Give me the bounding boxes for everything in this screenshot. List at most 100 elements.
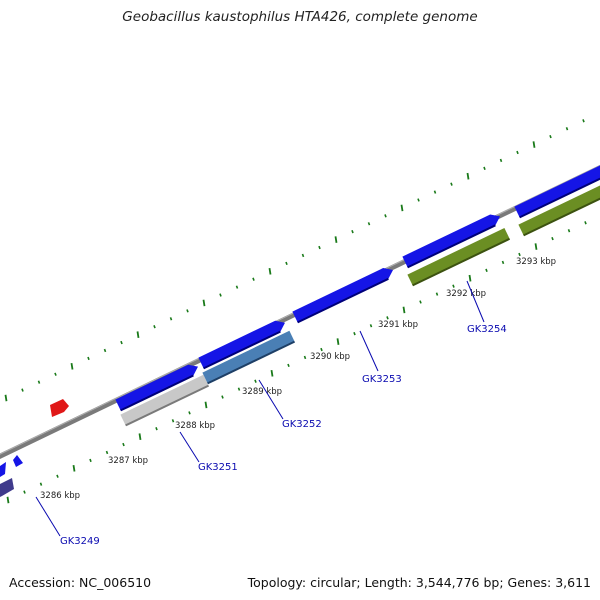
inner-tick	[270, 369, 274, 377]
outer-tick	[582, 119, 585, 123]
map-title: Geobacillus kaustophilus HTA426, complet…	[122, 9, 478, 25]
leader-line-gk3249	[35, 496, 61, 537]
outer-tick	[219, 293, 222, 297]
inner-tick	[584, 221, 587, 225]
scale-label: 3293 kbp	[516, 257, 556, 267]
inner-tick	[155, 427, 158, 431]
inner-tick	[237, 387, 241, 391]
inner-tick	[303, 355, 307, 360]
inner-tick	[188, 411, 191, 415]
inner-tick	[567, 229, 571, 233]
inner-tick	[72, 464, 76, 472]
inner-tick	[204, 401, 208, 409]
inner-tick	[419, 300, 422, 304]
forward-gene-arrow[interactable]	[402, 214, 500, 268]
red-feature[interactable]	[50, 399, 69, 417]
cog-olive-gene-edge	[412, 237, 511, 287]
inner-tick	[254, 379, 257, 383]
gene-label-gk3251[interactable]: GK3251	[198, 462, 238, 473]
forward-gene-arrow-edge	[120, 374, 194, 412]
cog-gray-gene[interactable]	[120, 374, 209, 426]
leader-line-gk3252	[258, 379, 284, 420]
outer-tick	[334, 236, 338, 243]
inner-tick	[287, 363, 290, 368]
inner-tick	[221, 395, 224, 399]
inner-tick	[105, 450, 109, 455]
outer-tick	[532, 141, 536, 148]
leader-line-gk3253	[359, 330, 379, 372]
inner-tick	[468, 274, 472, 282]
inner-tick	[56, 474, 59, 478]
cog-olive-gene[interactable]	[407, 228, 510, 286]
cog-blue-gene[interactable]	[202, 330, 295, 384]
gene-label-gk3253[interactable]: GK3253	[362, 374, 402, 385]
left-gene-fragment[interactable]	[0, 462, 6, 477]
outer-tick	[565, 127, 569, 131]
inner-tick	[353, 332, 356, 336]
inner-tick	[534, 243, 538, 250]
forward-gene-arrow-edge	[519, 177, 600, 219]
outer-tick	[153, 325, 156, 329]
left-gene-arrow[interactable]	[13, 455, 23, 467]
scale-label: 3289 kbp	[242, 387, 282, 397]
inner-tick	[6, 496, 10, 504]
left-purple-gene[interactable]	[0, 478, 14, 497]
inner-tick-track	[6, 221, 587, 504]
inner-tick	[171, 419, 175, 423]
outer-tick	[549, 134, 552, 139]
forward-gene-arrow[interactable]	[198, 320, 285, 369]
outer-tick	[417, 198, 420, 202]
leader-line-gk3254	[466, 280, 485, 323]
outer-tick	[318, 245, 321, 250]
scale-label: 3290 kbp	[310, 352, 350, 362]
outer-tick	[87, 356, 90, 361]
inner-tick	[138, 433, 142, 440]
gene-label-gk3249[interactable]: GK3249	[60, 536, 100, 547]
scale-label: 3288 kbp	[175, 421, 215, 431]
inner-tick	[386, 316, 389, 320]
inner-tick	[435, 292, 439, 296]
inner-tick	[122, 442, 125, 447]
cog-blue-gene-edge	[207, 340, 296, 385]
forward-gene-arrow[interactable]	[115, 364, 198, 411]
outer-tick	[21, 388, 24, 392]
gene-label-gk3252[interactable]: GK3252	[282, 419, 322, 430]
outer-tick	[301, 253, 305, 258]
scale-labels: 3286 kbp 3287 kbp 3288 kbp 3289 kbp 3290…	[40, 257, 556, 501]
inner-tick	[336, 338, 340, 345]
outer-tick	[499, 158, 503, 163]
inner-tick	[39, 482, 43, 486]
outer-tick	[235, 285, 239, 289]
outer-tick	[54, 372, 57, 376]
scale-label: 3292 kbp	[446, 289, 486, 299]
gene-label-gk3254[interactable]: GK3254	[467, 324, 507, 335]
forward-gene-arrow-edge	[203, 330, 281, 370]
outer-tick	[367, 222, 371, 226]
inner-tick	[320, 347, 323, 352]
outer-tick	[351, 230, 354, 234]
inner-tick	[485, 268, 488, 272]
outer-tick	[384, 214, 387, 218]
gene-labels: GK3249 GK3251 GK3252 GK3253 GK3254	[60, 324, 507, 547]
forward-gene-arrow[interactable]	[292, 268, 393, 323]
gene-label-leaders	[35, 280, 485, 537]
outer-tick	[252, 277, 255, 281]
outer-tick	[103, 348, 107, 353]
cog-genes	[120, 177, 600, 427]
leader-line-gk3251	[179, 431, 200, 463]
topology-text: Topology: circular; Length: 3,544,776 bp…	[247, 575, 591, 590]
outer-tick	[285, 261, 288, 266]
cog-olive-gene[interactable]	[518, 177, 600, 236]
outer-tick	[202, 299, 206, 307]
inner-tick	[551, 236, 554, 241]
inner-tick	[89, 458, 92, 463]
inner-tick	[23, 490, 26, 494]
forward-gene-arrow-edge	[297, 277, 389, 324]
forward-gene-arrow[interactable]	[514, 161, 600, 218]
outer-tick	[516, 150, 519, 155]
outer-tick	[433, 190, 437, 194]
inner-tick	[501, 260, 505, 265]
outer-tick	[120, 340, 123, 345]
